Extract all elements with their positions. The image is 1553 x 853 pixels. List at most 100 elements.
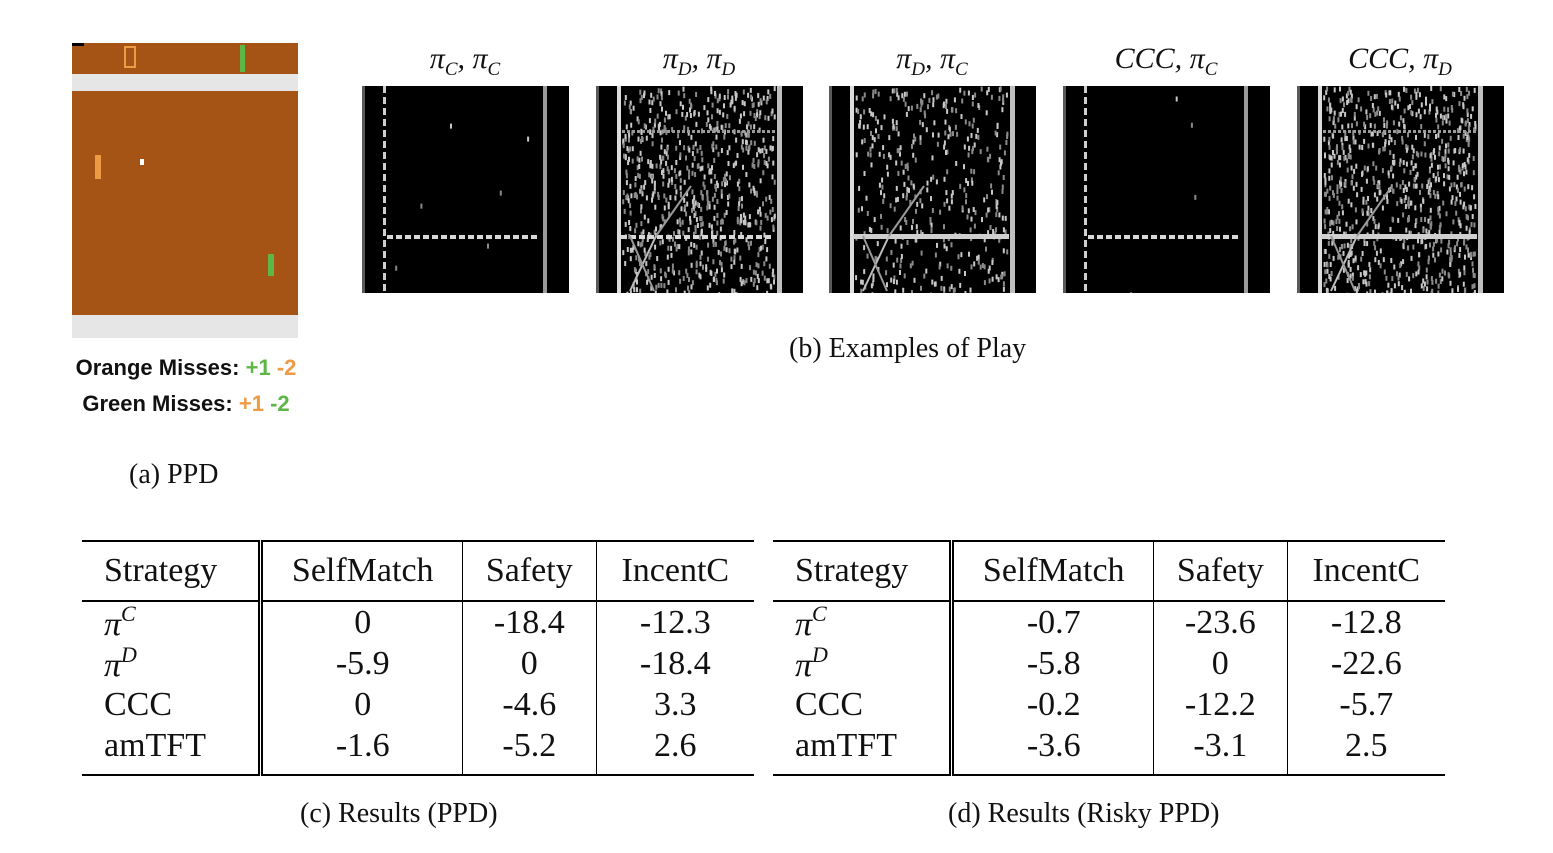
header-safety: Safety: [462, 541, 597, 601]
title-subscript: C: [444, 59, 458, 80]
orange-paddle: [95, 155, 101, 179]
title-symbol: π: [1423, 42, 1439, 75]
cell-incentc: -12.8: [1330, 603, 1402, 641]
panel-title: πD, πD: [579, 42, 819, 81]
legend-label: Orange Misses:: [75, 355, 240, 380]
cell-incentc: 2.6: [654, 726, 697, 764]
comma: ,: [1174, 42, 1190, 75]
cell-selfmatch: -0.7: [951, 601, 1154, 643]
table-row: πC -0.7 -23.6 -12.8: [773, 601, 1445, 643]
play-example-panel: [829, 86, 1036, 293]
title-symbol: π: [1189, 42, 1205, 75]
cell-strategy: CCC: [773, 684, 955, 725]
cell-strategy: amTFT: [82, 725, 264, 775]
panel-title: CCC, πD: [1280, 42, 1520, 81]
strategy-name: CCC: [795, 685, 864, 723]
cell-selfmatch: -3.6: [951, 725, 1154, 775]
cell-strategy: πD: [82, 642, 264, 684]
header-strategy: Strategy: [773, 541, 955, 601]
header-incentc: IncentC: [1312, 552, 1421, 589]
ppd-game-frame: [72, 43, 298, 338]
legend-green-misses: Green Misses: +1 -2: [40, 391, 332, 417]
cell-safety: 0: [1153, 643, 1288, 684]
table-row: amTFT -3.6 -3.1 2.5: [773, 725, 1445, 775]
cell-incentc: -12.3: [639, 603, 711, 641]
cell-safety: -3.1: [1153, 725, 1288, 775]
play-trace-image: [596, 86, 782, 293]
strategy-name: π: [795, 647, 813, 684]
strategy-name: amTFT: [795, 726, 897, 764]
strategy-name: amTFT: [104, 726, 206, 764]
table-row: amTFT -1.6 -5.2 2.6: [82, 725, 754, 775]
title-symbol: π: [662, 42, 678, 75]
table-header-row: Strategy SelfMatch Safety IncentC: [82, 541, 754, 601]
caption-c: (c) Results (PPD): [300, 798, 498, 829]
cell-strategy: amTFT: [773, 725, 955, 775]
cell-strategy: CCC: [82, 684, 264, 725]
title-symbol: π: [896, 42, 912, 75]
cell-safety: -18.4: [462, 601, 597, 643]
table-row: CCC -0.2 -12.2 -5.7: [773, 684, 1445, 725]
header-selfmatch: SelfMatch: [951, 541, 1154, 601]
play-trace-image: [1297, 86, 1483, 293]
cell-incentc: -22.6: [1330, 644, 1402, 682]
cell-safety: -12.2: [1153, 684, 1288, 725]
title-subscript: D: [721, 59, 736, 80]
title-symbol: CCC: [1114, 42, 1175, 75]
strategy-name: π: [104, 606, 122, 643]
strategy-superscript: D: [121, 642, 137, 667]
legend-reward-green: -2: [270, 391, 290, 416]
orange-score-digit: [124, 46, 136, 68]
green-paddle: [268, 254, 274, 276]
title-symbol: π: [706, 42, 722, 75]
title-subscript: D: [911, 59, 926, 80]
green-score-digit: [240, 45, 245, 72]
panel-title: πC, πC: [345, 42, 585, 81]
top-wall: [72, 74, 298, 91]
ball: [140, 159, 144, 165]
cell-incentc: 2.5: [1345, 726, 1388, 764]
cell-selfmatch: -5.9: [260, 643, 463, 684]
title-symbol: π: [429, 42, 445, 75]
cell-safety: -23.6: [1153, 601, 1288, 643]
strategy-name: π: [795, 606, 813, 643]
cell-incentc: -18.4: [639, 644, 711, 682]
bottom-wall: [72, 315, 298, 338]
header-strategy: Strategy: [82, 541, 264, 601]
results-table-risky-ppd: Strategy SelfMatch Safety IncentC πC -0.7…: [773, 540, 1445, 776]
top-score-strip: [72, 43, 298, 74]
comma: ,: [925, 42, 941, 75]
title-symbol: π: [472, 42, 488, 75]
score-marker: [72, 43, 84, 46]
legend-reward-green: +1: [245, 355, 271, 380]
strategy-name: π: [104, 647, 122, 684]
cell-safety: 0: [462, 643, 597, 684]
cell-incentc: -5.7: [1339, 685, 1394, 723]
legend-reward-orange: -2: [276, 355, 297, 380]
strategy-superscript: D: [812, 642, 828, 667]
title-subscript: C: [955, 59, 968, 80]
cell-safety: -4.6: [462, 684, 597, 725]
table-header-row: Strategy SelfMatch Safety IncentC: [773, 541, 1445, 601]
strategy-superscript: C: [812, 601, 827, 626]
header-safety: Safety: [1153, 541, 1288, 601]
play-example-panel: [596, 86, 803, 293]
table-row: CCC 0 -4.6 3.3: [82, 684, 754, 725]
cell-selfmatch: 0: [260, 684, 463, 725]
strategy-name: CCC: [104, 685, 173, 723]
cell-selfmatch: 0: [260, 601, 463, 643]
cell-selfmatch: -1.6: [260, 725, 463, 775]
cell-safety: -5.2: [462, 725, 597, 775]
cell-strategy: πC: [82, 601, 264, 643]
header-selfmatch: SelfMatch: [260, 541, 463, 601]
title-symbol: CCC: [1348, 42, 1409, 75]
play-trace-image: [829, 86, 1015, 293]
table-row: πD -5.9 0 -18.4: [82, 643, 754, 684]
legend-label: Green Misses:: [82, 391, 233, 416]
title-subscript: D: [1438, 59, 1452, 80]
panel-title: CCC, πC: [1046, 42, 1286, 81]
court-area: [72, 91, 298, 315]
title-symbol: π: [940, 42, 956, 75]
comma: ,: [691, 42, 707, 75]
strategy-superscript: C: [121, 601, 136, 626]
